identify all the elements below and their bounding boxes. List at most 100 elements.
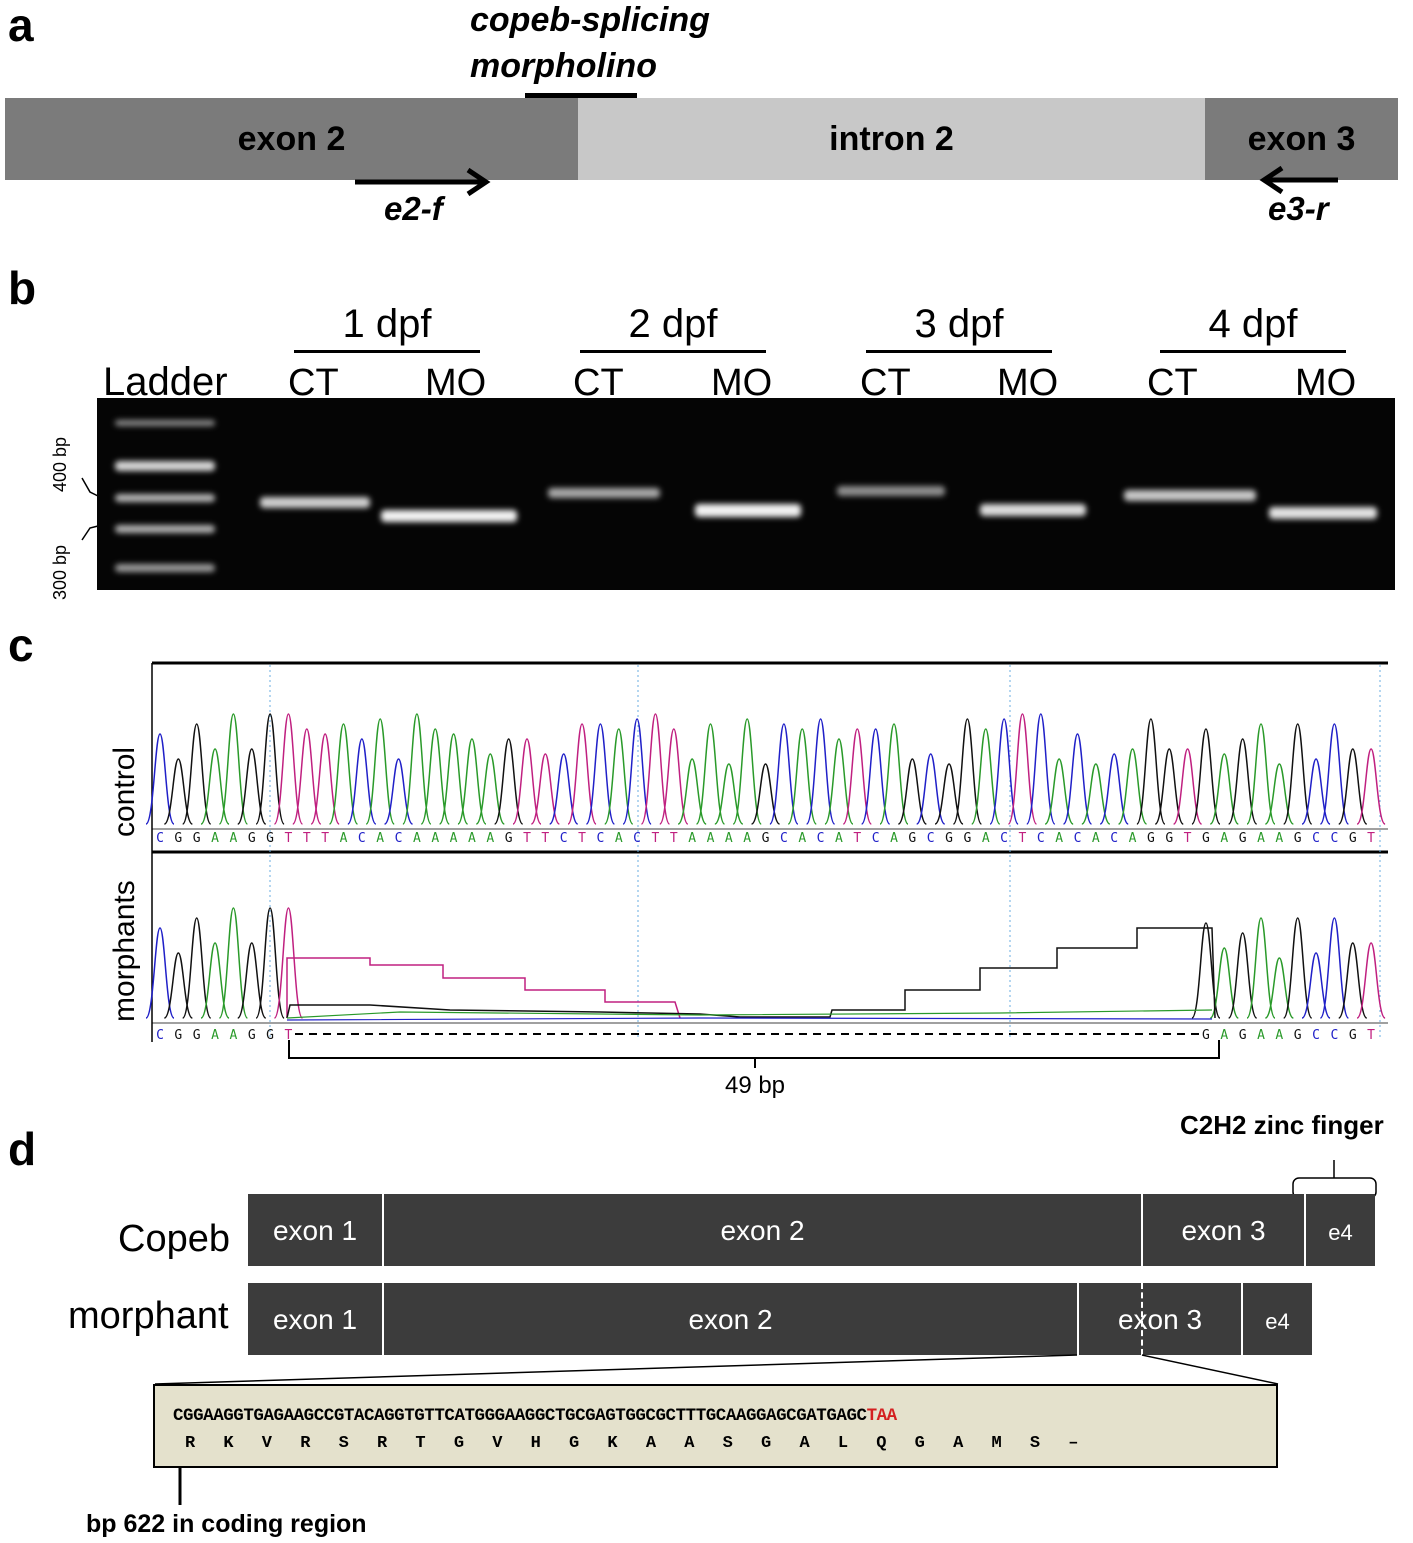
ladder-label: Ladder xyxy=(103,360,228,404)
base-call: A xyxy=(1257,1028,1265,1043)
chromatogram-frame xyxy=(151,661,1388,1042)
trace-peak-G xyxy=(181,723,212,825)
group-4dpf-label: 4 dpf xyxy=(1208,302,1298,346)
protein-sequence: R K V R S R T G V H G K A A S G A L Q G … xyxy=(185,1434,1079,1453)
dna-sequence: CGGAAGGTGAGAAGCCGTACAGGTGTTCATGGGAAGGCTG… xyxy=(173,1406,897,1426)
base-call: C xyxy=(560,831,568,846)
base-call: G xyxy=(505,831,513,846)
exon3-label: exon 3 xyxy=(1247,120,1356,158)
trace-peak-A xyxy=(732,718,762,825)
base-call: A xyxy=(340,831,348,846)
exon2-segment xyxy=(5,98,578,180)
base-call: A xyxy=(211,831,219,846)
base-call: A xyxy=(725,831,733,846)
base-call: C xyxy=(780,831,788,846)
trace-peak-A xyxy=(971,728,1001,825)
trace-peak-G xyxy=(897,758,928,825)
trace-peak-T xyxy=(310,733,340,825)
base-call: T xyxy=(578,831,586,846)
base-call: G xyxy=(1202,1028,1210,1043)
base-call: A xyxy=(743,831,751,846)
zinc-finger-bracket xyxy=(1292,1160,1377,1198)
trace-peak-C xyxy=(1062,733,1093,825)
base-call: C xyxy=(633,831,641,846)
trace-peak-A xyxy=(218,907,249,1019)
base-call: A xyxy=(468,831,476,846)
morphant-junction-2 xyxy=(1077,1283,1079,1355)
base-call: G xyxy=(1147,831,1155,846)
base-call: A xyxy=(229,831,237,846)
base-call: C xyxy=(1312,1028,1320,1043)
base-call: A xyxy=(431,831,439,846)
base-call: C xyxy=(358,831,366,846)
base-call: G xyxy=(174,1028,182,1043)
lane-ct-4dpf: CT xyxy=(1147,362,1198,404)
morphant-transcript xyxy=(248,1283,1312,1355)
base-call: A xyxy=(450,831,458,846)
reverse-primer-arrow xyxy=(1259,165,1338,195)
base-call: T xyxy=(523,831,531,846)
base-call: G xyxy=(762,831,770,846)
trace-peak-C xyxy=(585,723,616,825)
trace-peak-T xyxy=(842,728,873,825)
base-call: G xyxy=(1349,1028,1357,1043)
trace-peak-G xyxy=(255,907,285,1019)
base-call: C xyxy=(1330,1028,1338,1043)
base-call: A xyxy=(615,831,623,846)
base-call: A xyxy=(1129,831,1137,846)
base-call: A xyxy=(982,831,990,846)
trace-peak-C xyxy=(805,718,836,825)
primer-e3r-label: e3-r xyxy=(1268,190,1329,227)
copeb-exon2-label: exon 2 xyxy=(720,1215,805,1246)
morpholino-binding-bar xyxy=(525,93,637,101)
trace-peak-T xyxy=(1356,942,1386,1019)
trace-peak-A xyxy=(604,728,634,825)
trace-peak-G xyxy=(1338,942,1368,1019)
trace-peak-A xyxy=(218,713,249,825)
trace-peak-G xyxy=(1338,748,1368,825)
base-call: A xyxy=(229,1028,237,1043)
base-call: T xyxy=(1019,831,1027,846)
base-call: T xyxy=(670,831,678,846)
base-call: C xyxy=(596,831,604,846)
trace-peak-T xyxy=(292,728,322,825)
base-call: G xyxy=(1349,831,1357,846)
lane-mo-1dpf: MO xyxy=(425,362,487,404)
base-call: A xyxy=(707,831,715,846)
trace-peak-A xyxy=(438,733,469,825)
base-call: T xyxy=(285,1028,293,1043)
base-call: G xyxy=(908,831,916,846)
trace-peak-C xyxy=(145,927,175,1019)
base-call: A xyxy=(1220,831,1228,846)
lane-ct-1dpf: CT xyxy=(288,362,339,404)
morphant-stop-marker xyxy=(1141,1283,1143,1355)
dna-sequence-coding: CGGAAGGTGAGAAGCCGTACAGGTGTTCATGGGAAGGCTG… xyxy=(173,1406,867,1426)
size-marker-ticks xyxy=(81,477,99,541)
base-call: C xyxy=(1110,831,1118,846)
trace-peak-C xyxy=(1319,723,1350,825)
trace-peak-G xyxy=(1136,718,1166,825)
copeb-junction-1 xyxy=(382,1194,384,1266)
trace-peak-T xyxy=(1356,748,1386,825)
lane-mo-2dpf: MO xyxy=(711,362,773,404)
trace-peak-T xyxy=(659,728,689,825)
trace-peak-G xyxy=(493,738,524,825)
base-call: G xyxy=(1294,831,1302,846)
coding-position-note: bp 622 in coding region xyxy=(86,1510,367,1538)
trace-peak-G xyxy=(1191,728,1221,825)
trace-peak-G xyxy=(1227,738,1258,825)
base-call: T xyxy=(541,831,549,846)
base-call: T xyxy=(652,831,660,846)
base-call: C xyxy=(872,831,880,846)
trace-peak-A xyxy=(457,738,487,825)
trace-peak-C xyxy=(1319,917,1350,1019)
base-call: C xyxy=(395,831,403,846)
primer-arrows xyxy=(355,165,1338,197)
lane-mo-4dpf: MO xyxy=(1295,362,1357,404)
panel-d-letter: d xyxy=(8,1123,37,1175)
base-call: G xyxy=(963,831,971,846)
trace-peak-C xyxy=(1026,713,1056,825)
